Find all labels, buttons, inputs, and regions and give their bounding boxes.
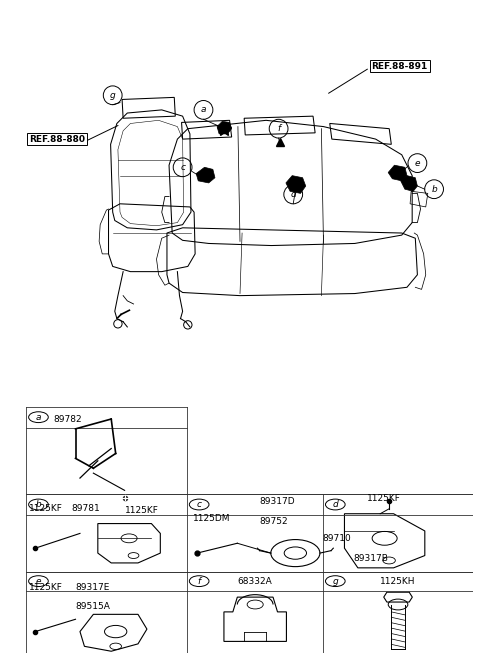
Polygon shape — [388, 165, 407, 181]
Text: b: b — [431, 185, 437, 194]
Text: a: a — [36, 413, 41, 422]
Polygon shape — [196, 167, 215, 183]
Text: 89710: 89710 — [322, 534, 351, 543]
Polygon shape — [217, 121, 232, 134]
Text: 89752: 89752 — [260, 517, 288, 525]
Text: b: b — [36, 500, 41, 509]
Text: REF.88-891: REF.88-891 — [372, 62, 428, 71]
Text: d: d — [290, 190, 296, 199]
Text: e: e — [36, 577, 41, 586]
Text: 1125KH: 1125KH — [380, 577, 416, 586]
Text: d: d — [333, 500, 338, 509]
Text: 89782: 89782 — [53, 415, 82, 424]
Text: 89781: 89781 — [71, 504, 100, 513]
Text: 89515A: 89515A — [75, 602, 110, 611]
Text: g: g — [110, 91, 116, 100]
Text: REF.88-880: REF.88-880 — [29, 134, 85, 144]
Text: f: f — [198, 577, 201, 586]
Polygon shape — [286, 176, 306, 194]
Text: a: a — [201, 106, 206, 114]
Text: 1125KF: 1125KF — [29, 583, 62, 592]
Text: c: c — [180, 163, 185, 172]
Text: 89317D: 89317D — [260, 497, 295, 506]
Text: 1125KF: 1125KF — [29, 504, 62, 513]
Text: 1125KF: 1125KF — [367, 495, 401, 503]
Text: c: c — [197, 500, 202, 509]
Text: 89317B: 89317B — [353, 554, 388, 562]
Text: e: e — [415, 159, 420, 168]
Polygon shape — [401, 176, 418, 192]
Text: 89317E: 89317E — [75, 583, 110, 592]
Text: g: g — [333, 577, 338, 586]
Text: 68332A: 68332A — [238, 577, 273, 586]
Text: 1125DM: 1125DM — [192, 514, 230, 523]
Text: f: f — [277, 124, 280, 133]
Text: 1125KF: 1125KF — [125, 506, 158, 514]
